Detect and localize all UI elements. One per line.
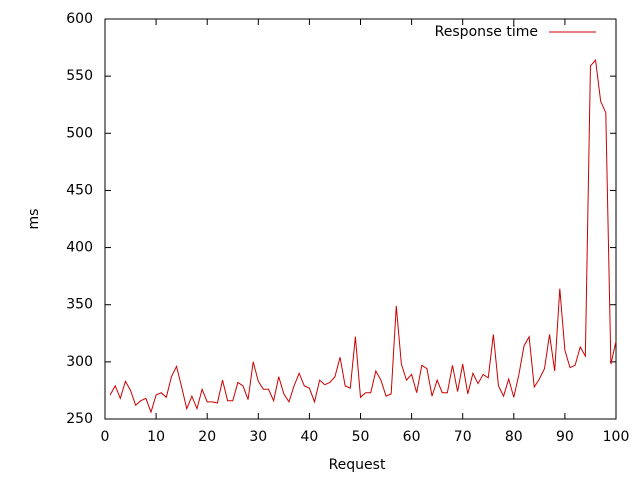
y-tick-label: 400 bbox=[66, 240, 93, 256]
y-axis-label: ms bbox=[26, 209, 42, 230]
y-tick-label: 500 bbox=[66, 125, 93, 141]
x-tick-label: 0 bbox=[101, 429, 110, 445]
data-line bbox=[109, 58, 617, 414]
y-tick-label: 350 bbox=[66, 297, 93, 313]
y-tick-label: 450 bbox=[66, 182, 93, 198]
x-tick-label: 70 bbox=[454, 429, 472, 445]
y-tick-label: 250 bbox=[66, 411, 93, 427]
x-tick-label: 50 bbox=[352, 429, 370, 445]
x-axis-label: Request bbox=[329, 457, 386, 473]
x-tick-label: 90 bbox=[556, 429, 574, 445]
x-tick-label: 60 bbox=[403, 429, 421, 445]
legend-label: Response time bbox=[435, 24, 538, 40]
x-tick-label: 20 bbox=[198, 429, 216, 445]
x-tick-label: 10 bbox=[147, 429, 165, 445]
y-tick-label: 600 bbox=[66, 11, 93, 27]
x-tick-label: 80 bbox=[505, 429, 523, 445]
x-tick-label: 100 bbox=[603, 429, 630, 445]
x-tick-label: 30 bbox=[249, 429, 267, 445]
x-tick-label: 40 bbox=[300, 429, 318, 445]
plot-frame bbox=[104, 18, 617, 420]
y-tick-label: 550 bbox=[66, 68, 93, 84]
y-tick-label: 300 bbox=[66, 354, 93, 370]
